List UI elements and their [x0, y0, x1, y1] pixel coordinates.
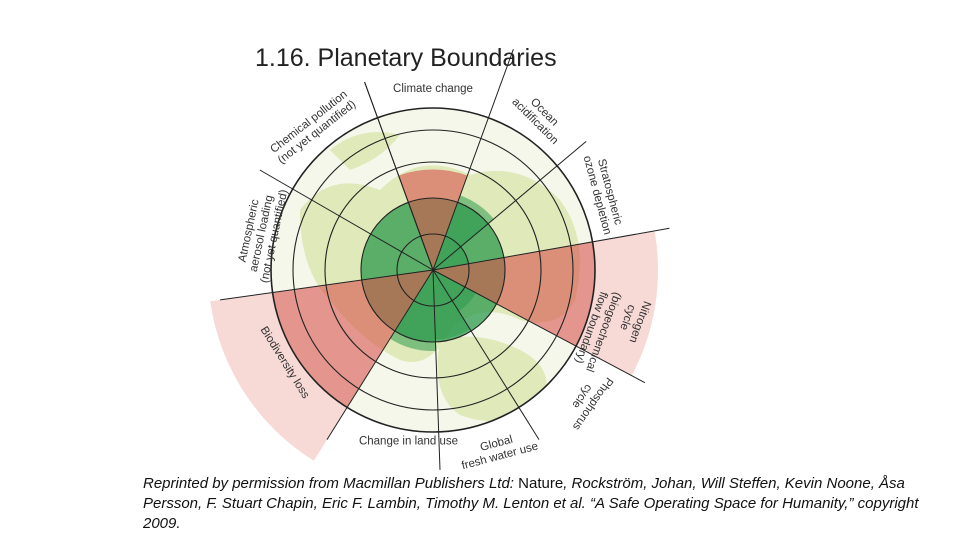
- caption-journal: Nature: [518, 475, 564, 492]
- climate-segment: [398, 169, 468, 270]
- segment-divider: [326, 269, 434, 440]
- ring: [324, 161, 542, 379]
- segment-dividers: [220, 49, 670, 470]
- segment-divider: [432, 141, 587, 271]
- ozone-segment: [433, 247, 469, 270]
- caption-prefix: Reprinted by permission from Macmillan P…: [143, 475, 519, 492]
- label-landuse: Change in land use: [359, 435, 458, 447]
- caption: Reprinted by permission from Macmillan P…: [143, 474, 943, 534]
- segment-divider: [432, 269, 441, 470]
- ring: [360, 197, 506, 343]
- concentric-rings: [270, 107, 596, 433]
- biodiversity-segment: [272, 270, 433, 408]
- segment-divider: [259, 169, 434, 271]
- segment-divider: [432, 49, 514, 271]
- label-climate: Climate change: [393, 83, 473, 95]
- ring: [270, 107, 596, 433]
- segment-divider: [432, 269, 646, 384]
- segment-labels: Climate changeOceanacidificationStratosp…: [233, 83, 653, 472]
- label-freshwater: Globalfresh water use: [457, 428, 539, 472]
- label-phosphorus: Phosphoruscycle: [559, 367, 615, 432]
- freshwater-segment: [433, 270, 470, 340]
- ring: [396, 233, 470, 307]
- segment-divider: [432, 227, 670, 271]
- segment-divider: [364, 81, 434, 271]
- caption-rest: , Rockström, Johan, Will Steffen, Kevin …: [143, 475, 919, 532]
- nitrogen-segment: [433, 241, 595, 347]
- landuse-segment: [390, 270, 436, 352]
- segment-divider: [220, 269, 434, 301]
- segment-fills: [272, 169, 595, 408]
- phosphorus-segment: [433, 270, 476, 312]
- label-aerosol: Atmosphericaerosol loading(not yet quant…: [233, 183, 290, 284]
- ring: [292, 129, 574, 411]
- segment-divider: [432, 269, 540, 440]
